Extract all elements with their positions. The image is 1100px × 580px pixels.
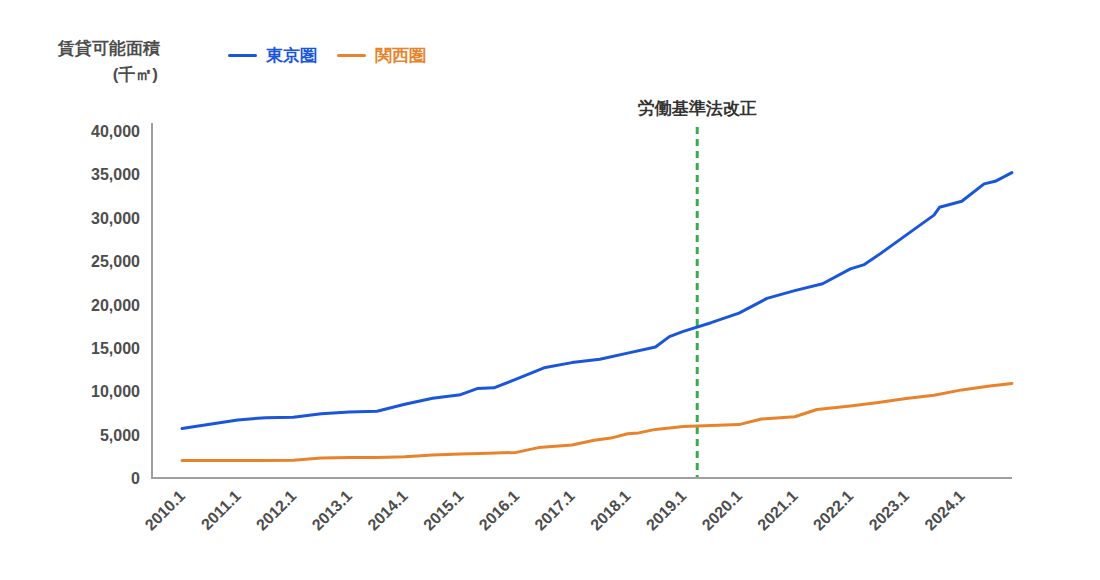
series-line-tokyo	[182, 173, 1012, 429]
y-tick-label: 0	[131, 470, 140, 487]
x-tick-label: 2016.1	[476, 487, 523, 534]
x-tick-label: 2010.1	[141, 487, 188, 534]
x-tick-label: 2013.1	[309, 487, 356, 534]
x-tick-label: 2023.1	[866, 487, 913, 534]
y-tick-label: 5,000	[100, 427, 140, 444]
x-tick-label: 2019.1	[643, 487, 690, 534]
x-tick-label: 2020.1	[698, 487, 745, 534]
y-tick-label: 15,000	[91, 340, 140, 357]
y-tick-label: 35,000	[91, 166, 140, 183]
x-tick-label: 2018.1	[587, 487, 634, 534]
y-tick-label: 40,000	[91, 123, 140, 140]
plot-area: 0 5,000 10,000 15,000 20,000 25,000 30,000 35,0…	[0, 0, 1100, 580]
chart-canvas: 賃貸可能面積 (千㎡) 東京圏 関西圏 労働基準法改正 05,00010,000…	[0, 0, 1100, 580]
x-tick-label: 2022.1	[810, 487, 857, 534]
y-tick-label: 20,000	[91, 297, 140, 314]
series-line-kansai	[182, 383, 1012, 460]
y-tick-label: 25,000	[91, 253, 140, 270]
x-tick-label: 2011.1	[198, 487, 244, 533]
y-tick-label: 10,000	[91, 383, 140, 400]
x-tick-label: 2014.1	[364, 487, 411, 534]
x-tick-label: 2024.1	[921, 487, 968, 534]
x-tick-label: 2012.1	[253, 487, 300, 534]
x-tick-label: 2017.1	[531, 487, 578, 534]
x-tick-label: 2015.1	[420, 487, 467, 534]
x-tick-label: 2021.1	[754, 487, 801, 534]
y-tick-label: 30,000	[91, 210, 140, 227]
